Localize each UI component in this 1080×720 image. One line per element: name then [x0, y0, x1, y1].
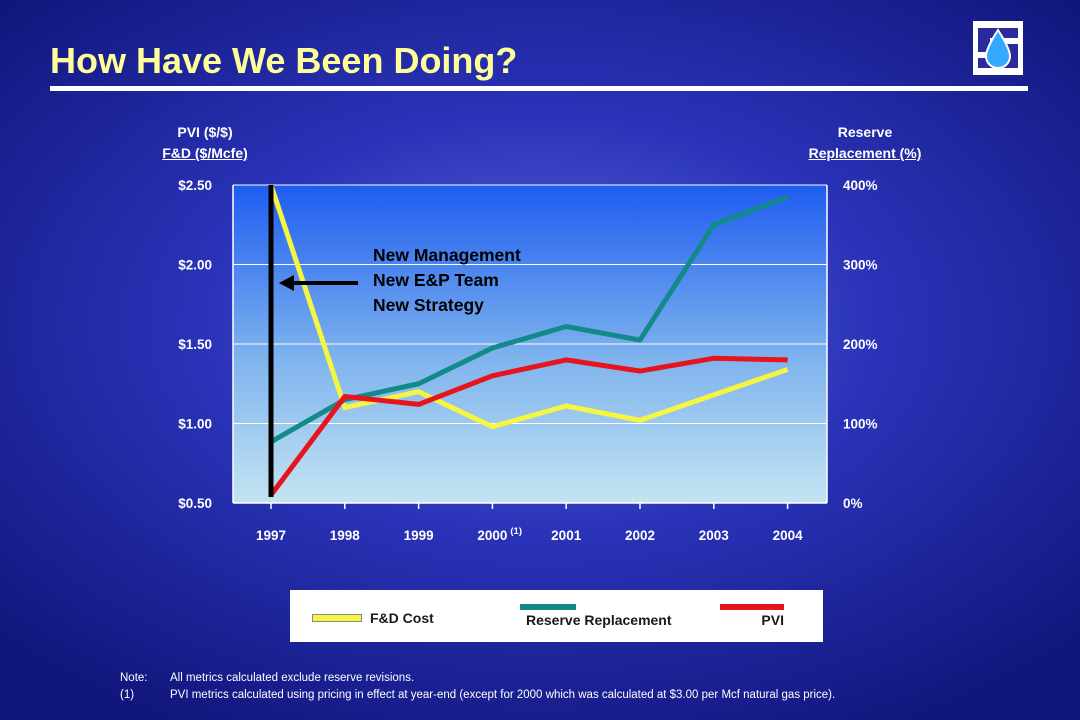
- legend-item-reserve-replacement: Reserve Replacement: [520, 604, 672, 628]
- left-tick-label: $2.00: [178, 258, 212, 273]
- left-axis-title-line2: F&D ($/Mcfe): [162, 145, 248, 161]
- footnote-note-text: All metrics calculated exclude reserve r…: [170, 672, 415, 684]
- series-line-pvi: [268, 355, 788, 497]
- right-axis-title-line1: Reserve: [837, 124, 893, 140]
- legend-label-pvi: PVI: [761, 612, 784, 628]
- annotation-arrow-head: [279, 275, 294, 291]
- x-tick-superscript: (1): [510, 526, 522, 537]
- legend-label-fd-cost: F&D Cost: [370, 610, 434, 626]
- right-axis-title: Reserve Replacement (%): [770, 122, 960, 164]
- right-axis-title-line2: Replacement (%): [808, 145, 922, 161]
- x-tick-label: 2004: [773, 528, 804, 543]
- footnote-1-label: (1): [120, 689, 135, 701]
- x-tick-label: 2001: [551, 528, 582, 543]
- x-tick-label: 1998: [330, 528, 361, 543]
- right-tick-label: 0%: [843, 496, 863, 511]
- x-tick-label: 2003: [699, 528, 730, 543]
- left-axis-title: PVI ($/$) F&D ($/Mcfe): [120, 122, 290, 164]
- footnote-1: (1) PVI metrics calculated using pricing…: [120, 687, 835, 704]
- left-tick-label: $1.50: [178, 337, 212, 352]
- right-tick-label: 400%: [843, 178, 878, 193]
- left-axis-title-line1: PVI ($/$): [177, 124, 233, 140]
- legend-item-fd-cost: F&D Cost: [312, 610, 434, 626]
- legend-swatch-pvi: [720, 604, 784, 610]
- page-title: How Have We Been Doing?: [50, 40, 518, 81]
- legend-label-reserve-replacement: Reserve Replacement: [526, 612, 672, 628]
- series-line-f-d-cost: [268, 184, 789, 430]
- footnote-note: Note: All metrics calculated exclude res…: [120, 670, 835, 687]
- title-divider: [50, 86, 1028, 91]
- left-tick-label: $0.50: [178, 496, 212, 511]
- footnotes: Note: All metrics calculated exclude res…: [120, 670, 835, 704]
- legend-swatch-reserve-replacement: [520, 604, 576, 610]
- footnote-1-text: PVI metrics calculated using pricing in …: [170, 689, 836, 701]
- left-tick-label: $1.00: [178, 417, 212, 432]
- x-tick-label: 2000: [477, 528, 507, 543]
- annotation-text-line: New Management: [373, 245, 521, 265]
- x-tick-label: 2002: [625, 528, 655, 543]
- x-tick-label: 1997: [256, 528, 286, 543]
- annotation-text-line: New E&P Team: [373, 270, 499, 290]
- right-tick-label: 100%: [843, 417, 878, 432]
- x-tick-label: 1999: [404, 528, 434, 543]
- chart-legend: F&D Cost Reserve Replacement PVI: [290, 590, 823, 642]
- legend-item-pvi: PVI: [720, 604, 784, 628]
- annotation-text-line: New Strategy: [373, 295, 484, 315]
- company-logo-icon: [973, 21, 1023, 75]
- right-tick-label: 300%: [843, 258, 878, 273]
- left-tick-label: $2.50: [178, 178, 212, 193]
- footnote-note-label: Note:: [120, 672, 148, 684]
- legend-swatch-fd-cost: [312, 614, 362, 622]
- right-tick-label: 200%: [843, 337, 878, 352]
